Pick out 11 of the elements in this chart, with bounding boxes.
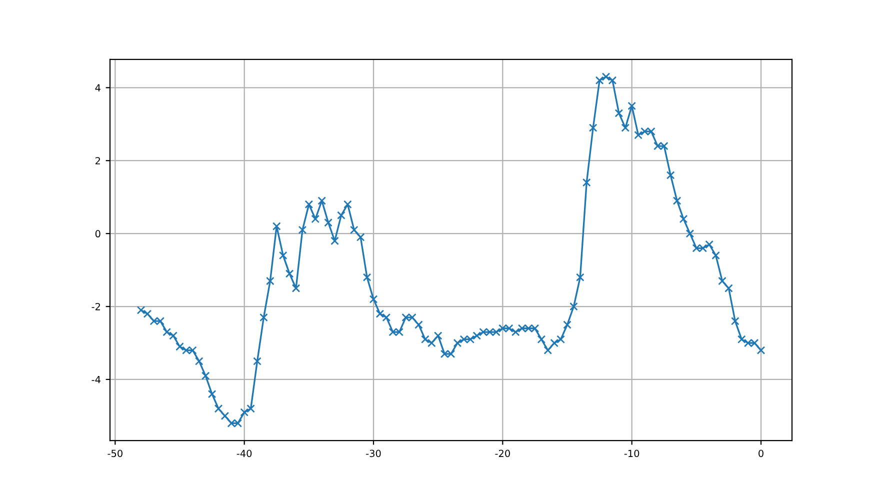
x-tick-label: -50 (108, 450, 122, 458)
x-tick-label: -30 (366, 450, 381, 458)
y-tick-label: 2 (96, 157, 100, 164)
x-tick-label: -20 (495, 450, 510, 458)
x-tick-label: 0 (758, 450, 764, 458)
y-tick-label: -2 (92, 302, 100, 310)
y-tick-label: 0 (95, 230, 100, 238)
x-tick-label: -10 (624, 450, 640, 458)
x-tick-label: -40 (236, 450, 252, 458)
y-tick-label: 4 (95, 84, 100, 92)
y-tick-label: -4 (92, 376, 100, 384)
